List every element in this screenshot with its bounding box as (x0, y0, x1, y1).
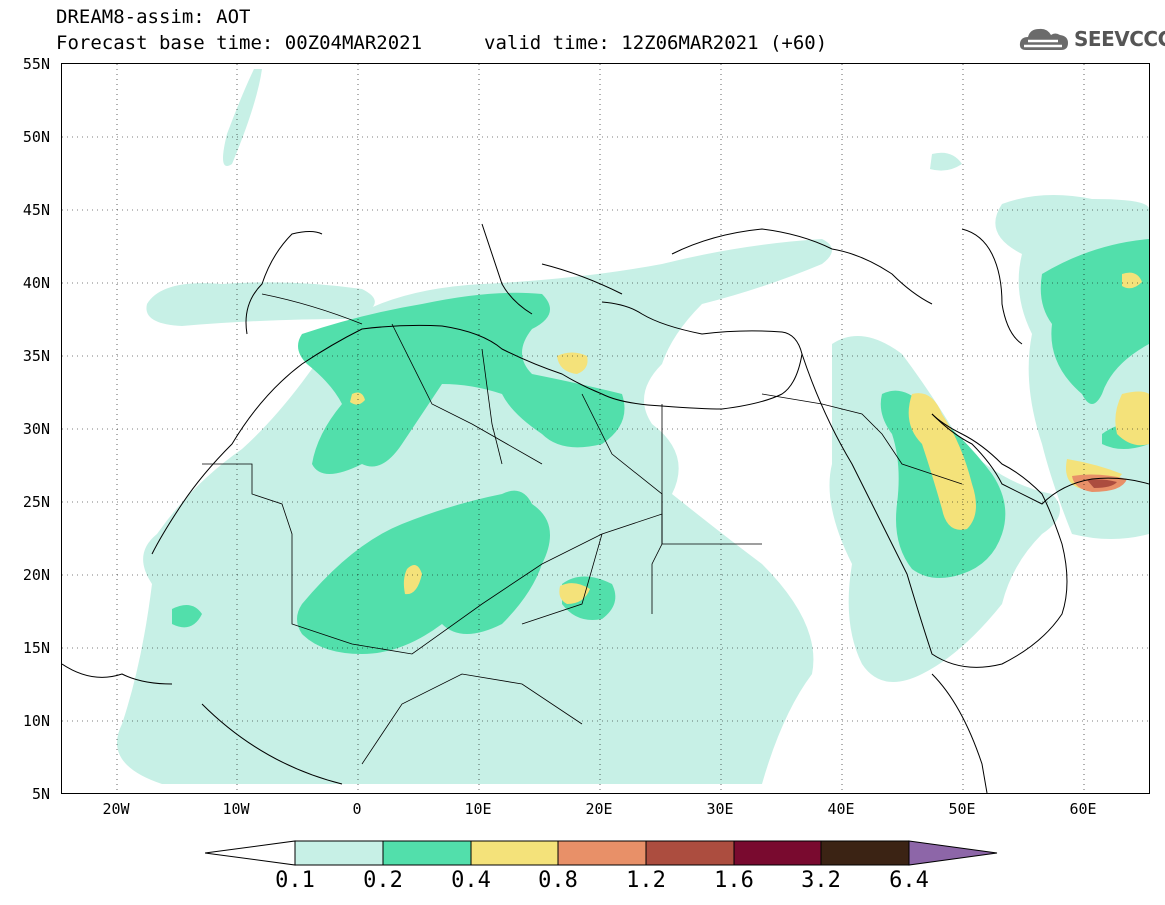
lon-label-20w: 20W (102, 800, 130, 818)
colorbar-swatch-1 (294, 840, 384, 866)
lon-label-40e: 40E (827, 800, 855, 818)
colorbar-label-3.2: 3.2 (801, 868, 841, 893)
colorbar-swatch-2 (382, 840, 472, 866)
colorbar-swatch-4 (557, 840, 647, 866)
lat-label-30n: 30N (22, 420, 50, 438)
lon-label-0: 0 (352, 800, 362, 818)
lon-label-10e: 10E (464, 800, 492, 818)
colorbar-label-0.8: 0.8 (538, 868, 578, 893)
lat-label-15n: 15N (22, 639, 50, 657)
logo-text: SEEVCCC (1074, 27, 1165, 51)
map-title: DREAM8-assim: AOT (56, 6, 251, 28)
lat-label-5n: 5N (31, 785, 50, 803)
colorbar-label-1.2: 1.2 (626, 868, 666, 893)
colorbar-label-0.2: 0.2 (363, 868, 403, 893)
borders (202, 293, 963, 765)
lon-label-50e: 50E (948, 800, 976, 818)
aot-map (62, 64, 1149, 793)
coastlines (62, 223, 1149, 793)
aot-level-1 (117, 69, 1149, 784)
lat-label-40n: 40N (22, 274, 50, 292)
lon-label-20e: 20E (585, 800, 613, 818)
lon-label-30e: 30E (706, 800, 734, 818)
aot-level-3 (350, 272, 1149, 604)
lon-label-10w: 10W (222, 800, 250, 818)
colorbar-swatch-7 (820, 840, 910, 866)
map-area (61, 63, 1150, 794)
forecast-base-time: Forecast base time: 00Z04MAR2021 (56, 32, 423, 54)
colorbar-label-6.4: 6.4 (889, 868, 929, 893)
aot-colorbar (205, 840, 998, 866)
colorbar-swatch-3 (470, 840, 559, 866)
lat-label-50n: 50N (22, 128, 50, 146)
graticule (62, 64, 1149, 793)
lat-label-35n: 35N (22, 347, 50, 365)
cloud-icon (1019, 28, 1068, 50)
aot-level-5 (1087, 479, 1117, 488)
lat-label-25n: 25N (22, 493, 50, 511)
seevccc-logo: SEEVCCC (1018, 24, 1165, 54)
colorbar-label-0.1: 0.1 (275, 868, 315, 893)
colorbar-label-1.6: 1.6 (714, 868, 754, 893)
lat-label-20n: 20N (22, 566, 50, 584)
colorbar-label-0.4: 0.4 (451, 868, 491, 893)
lat-label-45n: 45N (22, 201, 50, 219)
colorbar-swatch-5 (645, 840, 735, 866)
lat-label-55n: 55N (22, 55, 50, 73)
valid-time: valid time: 12Z06MAR2021 (+60) (484, 32, 828, 54)
lon-label-60e: 60E (1069, 800, 1097, 818)
lat-label-10n: 10N (22, 712, 50, 730)
colorbar-swatch-6 (733, 840, 822, 866)
colorbar-high-arrow (908, 840, 998, 866)
colorbar-low-arrow (205, 840, 296, 866)
